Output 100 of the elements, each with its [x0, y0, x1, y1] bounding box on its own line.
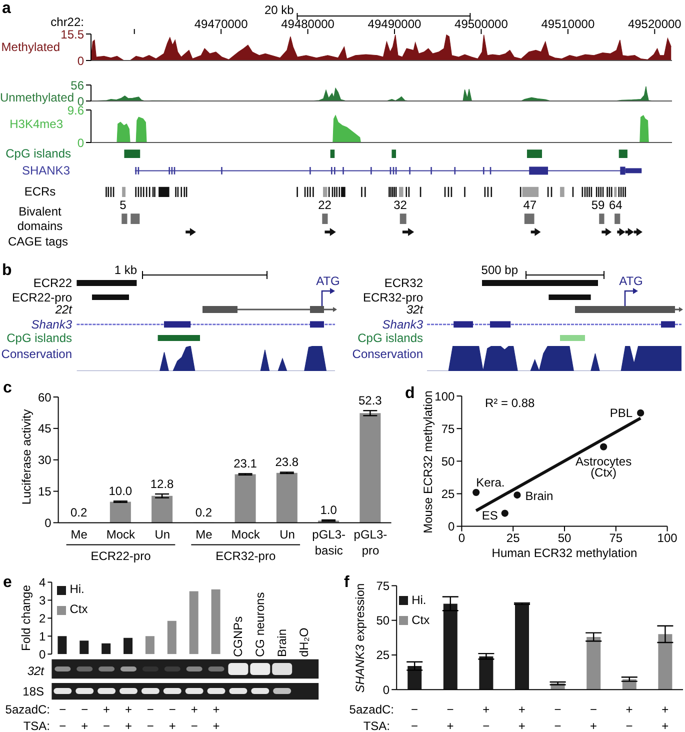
chart-title: b [2, 262, 12, 278]
text: 18S [22, 684, 44, 699]
x-tick-label: + + [662, 702, 669, 732]
x-tick-label: 75 [609, 530, 623, 545]
x-tick-label: 49490000 [368, 17, 422, 31]
x-tick-label: 100 [657, 530, 678, 545]
y-axis-title: Mouse ECR32 methylation [421, 390, 435, 534]
x-tick-label: dH₂O [297, 628, 312, 657]
text: Bivalent domains [17, 204, 63, 233]
text: 5azadC: [5, 702, 50, 716]
legend-label: Ctx [70, 602, 88, 616]
text: 32t [27, 664, 45, 678]
text: CpG islands [6, 146, 71, 160]
x-tick-label: 49520000 [628, 17, 682, 31]
text: 20 kb [264, 3, 294, 17]
y-tick-label: 75 [441, 422, 456, 436]
x-tick-label: − + [81, 702, 88, 732]
annotation: R² = 0.88 [485, 396, 536, 410]
x-tick-label: Brain [275, 628, 290, 657]
y-tick-label: 0 [44, 516, 52, 530]
y-axis-title: Unmethylated [0, 90, 74, 104]
chart-title: d [405, 384, 415, 402]
data-label: 52.3 [358, 394, 382, 408]
text: ATG [316, 274, 340, 288]
x-tick-label: − − [59, 702, 66, 732]
x-tick-label: 49500000 [454, 17, 508, 31]
y-tick-label: 2 [39, 611, 46, 626]
data-label: 12.8 [150, 477, 174, 491]
y-tick-label: 0 [382, 682, 390, 697]
y-tick-label: 56 [70, 78, 84, 92]
chart-title: a [2, 0, 11, 16]
text: CpG islands [358, 331, 423, 345]
text: ECRs [24, 184, 56, 199]
text: ECR22-pro [12, 290, 72, 304]
text: ECR32 [384, 276, 424, 290]
y-tick-label: 0 [77, 136, 84, 150]
text: 32t [406, 302, 424, 316]
text: 500 bp [481, 263, 518, 277]
y-axis-title: Conservation [352, 347, 423, 361]
y-tick-label: 75 [376, 578, 390, 593]
x-axis-title: Human ECR32 methylation [492, 546, 638, 560]
y-tick-label: 100 [434, 389, 456, 404]
y-axis-title: H3K4me3 [10, 117, 64, 131]
x-tick-label: − + [590, 702, 598, 732]
text: 22t [54, 302, 73, 316]
legend-label: Hi. [70, 582, 84, 596]
x-tick-label: − − [410, 702, 418, 732]
x-tick-label: Me [70, 527, 88, 542]
text: 5azadC: [349, 702, 394, 716]
y-tick-label: 60 [38, 390, 52, 404]
x-tick-label: 49470000 [194, 17, 248, 31]
x-tick-label: − + [168, 702, 176, 732]
text: 5 [120, 198, 127, 212]
annotation: Astrocytes (Ctx) [576, 454, 632, 480]
text: 47 [523, 198, 537, 212]
x-tick-label: Mock [231, 527, 261, 542]
x-tick-label: + + [124, 702, 132, 732]
y-axis-title: Fold change [19, 584, 33, 652]
x-tick-label: + − [482, 702, 490, 732]
x-tick-label: pGL3-pro [354, 527, 388, 558]
text: ATG [619, 274, 643, 288]
x-tick-label: CGNPs [231, 616, 246, 657]
text: Shank3 [31, 317, 72, 332]
y-axis-title: Methylated [1, 40, 60, 54]
y-tick-label: 50 [441, 454, 456, 468]
text: CpG islands [6, 331, 72, 345]
x-tick-label: − − [554, 702, 562, 732]
text: TSA: [23, 719, 50, 732]
x-tick-label: + − [103, 702, 110, 732]
chart-title: e [3, 574, 12, 590]
x-tick-label: − − [146, 702, 154, 732]
text: SHANK3 [22, 164, 70, 178]
x-tick-label: 50 [558, 530, 572, 545]
y-axis-title: SHANK3 expression [353, 583, 368, 693]
x-tick-label: Un [154, 527, 170, 542]
text: 1 kb [114, 263, 138, 277]
x-tick-label: + − [190, 702, 198, 732]
x-tick-label: 49480000 [281, 17, 335, 31]
x-tick-label: 0 [458, 530, 466, 545]
y-axis-title: Conservation [1, 347, 72, 361]
text: ECR32-pro [362, 290, 424, 304]
chart-title: c [3, 379, 12, 396]
annotation: Brain [525, 489, 554, 504]
text: 64 [608, 198, 623, 212]
x-tick-label: pGL3-basic [312, 527, 346, 558]
text: ECR22-pro [90, 549, 152, 563]
y-axis-title: Luciferase activity [20, 409, 34, 505]
y-tick-label: 15.5 [60, 27, 84, 42]
x-tick-label: Mock [106, 527, 136, 542]
y-tick-label: 3 [39, 593, 46, 608]
text: CAGE tags [8, 234, 68, 249]
y-tick-label: 1 [39, 629, 46, 644]
text: Shank3 [382, 317, 424, 332]
data-label: 23.8 [275, 455, 299, 470]
annotation: PBL [610, 406, 633, 420]
annotation: Kera. [476, 475, 505, 490]
chart-title: f [344, 574, 350, 590]
data-label: 0.2 [195, 505, 212, 520]
x-tick-label: − + [446, 702, 454, 732]
data-label: 0.2 [70, 505, 88, 520]
